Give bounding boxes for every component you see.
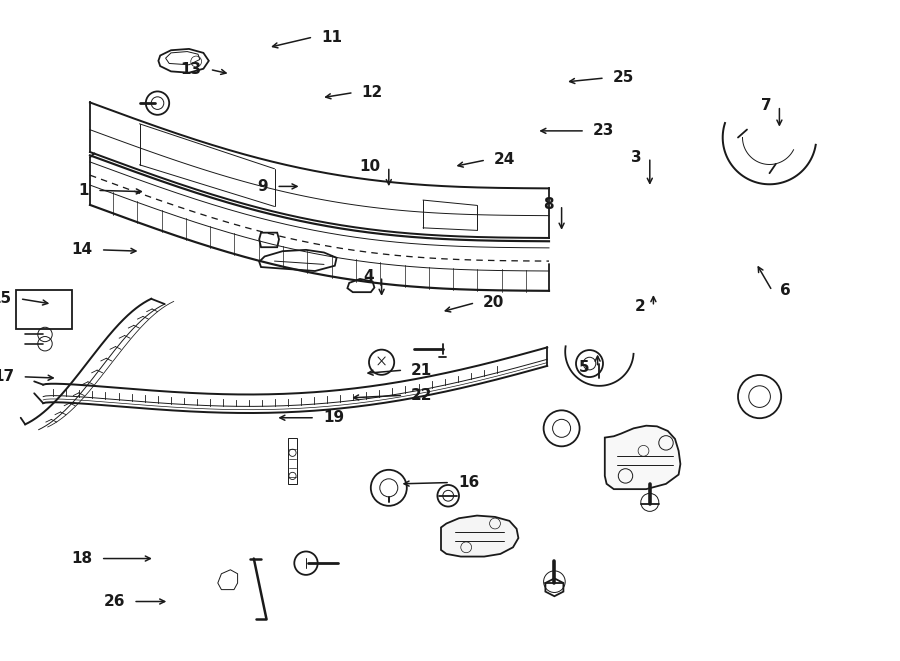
Text: 3: 3: [631, 150, 642, 165]
Text: 2: 2: [634, 299, 645, 314]
Text: 22: 22: [411, 388, 433, 403]
Text: 11: 11: [321, 30, 342, 44]
Text: 12: 12: [362, 85, 383, 100]
Text: 23: 23: [593, 124, 615, 138]
Text: 18: 18: [72, 551, 93, 566]
Text: 4: 4: [363, 269, 374, 284]
Text: 17: 17: [0, 369, 14, 384]
Text: 7: 7: [760, 98, 771, 113]
Text: 26: 26: [104, 594, 125, 609]
Text: 24: 24: [494, 153, 516, 167]
Text: 10: 10: [360, 159, 381, 174]
Text: 6: 6: [780, 284, 791, 298]
Text: 20: 20: [483, 295, 505, 310]
Text: 14: 14: [72, 243, 93, 257]
Text: 25: 25: [613, 71, 634, 85]
Text: 16: 16: [458, 475, 479, 490]
Text: 9: 9: [257, 179, 268, 194]
Text: 19: 19: [323, 410, 344, 425]
Text: 5: 5: [579, 360, 590, 375]
Text: 8: 8: [543, 198, 553, 212]
Polygon shape: [605, 426, 680, 489]
Text: 13: 13: [181, 62, 202, 77]
Text: 21: 21: [411, 363, 432, 377]
Polygon shape: [441, 516, 518, 557]
Text: 1: 1: [78, 183, 89, 198]
Text: 15: 15: [0, 292, 12, 306]
